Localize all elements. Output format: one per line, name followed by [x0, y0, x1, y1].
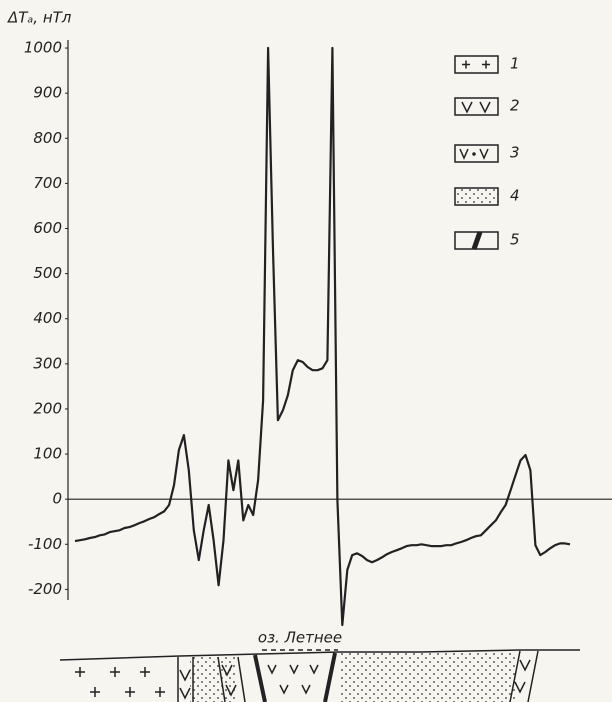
- legend-label: 1: [510, 55, 520, 73]
- legend-label: 5: [510, 231, 520, 249]
- legend-label: 3: [510, 144, 520, 162]
- page: {"chart_data": {"type": "line", "y_label…: [0, 0, 612, 702]
- y-tick-label: 500: [33, 264, 62, 282]
- geologic-section: [60, 650, 580, 702]
- legend-label: 4: [510, 187, 520, 205]
- annotation: оз. Летнее: [258, 629, 342, 647]
- chart: ΔTₐ, нТл оз. Летнее -200 -100 0 100 200 300 40…: [0, 0, 612, 702]
- y-tick-label: 800: [33, 129, 62, 147]
- y-tick-label: 300: [33, 354, 62, 372]
- legend-label: 2: [510, 97, 520, 115]
- y-axis-label: ΔTₐ, нТл: [7, 9, 72, 27]
- y-tick-label: 100: [33, 445, 62, 463]
- y-tick-label: 900: [33, 84, 62, 102]
- y-tick-label: 200: [33, 399, 62, 417]
- y-tick-label: 600: [33, 219, 62, 237]
- y-tick-label: 0: [52, 490, 62, 508]
- y-tick-label: -200: [28, 580, 62, 598]
- legend-swatches: [455, 56, 498, 249]
- y-tick-label: -100: [28, 535, 62, 553]
- y-tick-label: 400: [33, 309, 62, 327]
- y-tick-label: 1000: [24, 39, 62, 57]
- y-tick-label: 700: [33, 174, 62, 192]
- anomaly-curve: [75, 48, 570, 625]
